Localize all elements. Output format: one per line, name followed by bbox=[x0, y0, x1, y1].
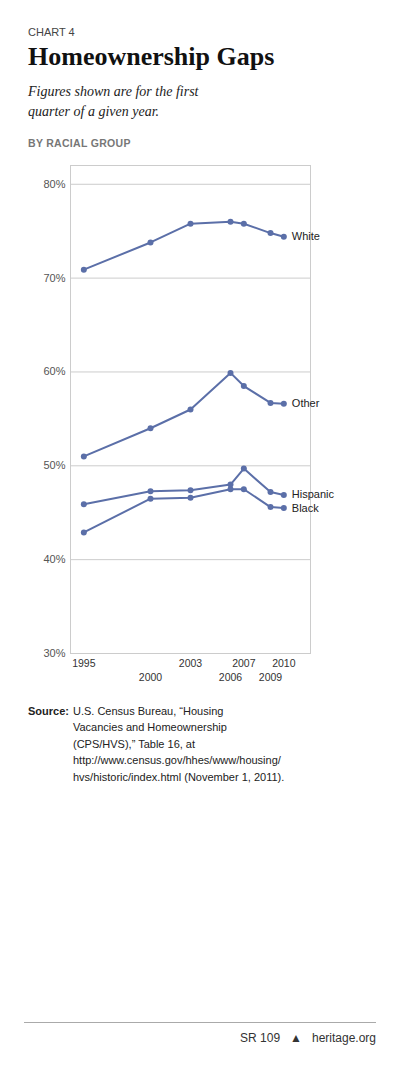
svg-text:2000: 2000 bbox=[139, 671, 163, 683]
svg-text:40%: 40% bbox=[43, 553, 65, 565]
html-text:BY RACIAL GROUP: BY RACIAL GROUP bbox=[28, 136, 131, 149]
svg-text:1995: 1995 bbox=[72, 657, 96, 669]
html-text:SR 109: SR 109 bbox=[240, 1031, 281, 1045]
svg-text:30%: 30% bbox=[43, 647, 65, 659]
svg-text:Hispanic: Hispanic bbox=[292, 488, 335, 500]
svg-text:70%: 70% bbox=[43, 271, 65, 283]
html-text:Source: U.S. Census Bureau, “H: Source: U.S. Census Bureau, “Housing Vac… bbox=[28, 704, 285, 783]
svg-text:Other: Other bbox=[292, 397, 320, 409]
svg-text:White: White bbox=[292, 230, 320, 242]
html-text:Homeownership Gaps: Homeownership Gaps bbox=[28, 42, 275, 71]
svg-text:2010: 2010 bbox=[272, 657, 296, 669]
svg-text:80%: 80% bbox=[43, 177, 65, 189]
svg-text:2007: 2007 bbox=[232, 657, 256, 669]
html-text:heritage.org: heritage.org bbox=[312, 1031, 376, 1045]
svg-text:2009: 2009 bbox=[259, 671, 283, 683]
svg-text:2003: 2003 bbox=[179, 657, 203, 669]
svg-text:60%: 60% bbox=[43, 365, 65, 377]
svg-text:50%: 50% bbox=[43, 459, 65, 471]
svg-text:Black: Black bbox=[292, 501, 319, 513]
html-text:CHART 4: CHART 4 bbox=[28, 26, 75, 38]
svg-text:2006: 2006 bbox=[219, 671, 243, 683]
html-text:Figures shown are for the firs: Figures shown are for the first quarter … bbox=[28, 84, 199, 120]
